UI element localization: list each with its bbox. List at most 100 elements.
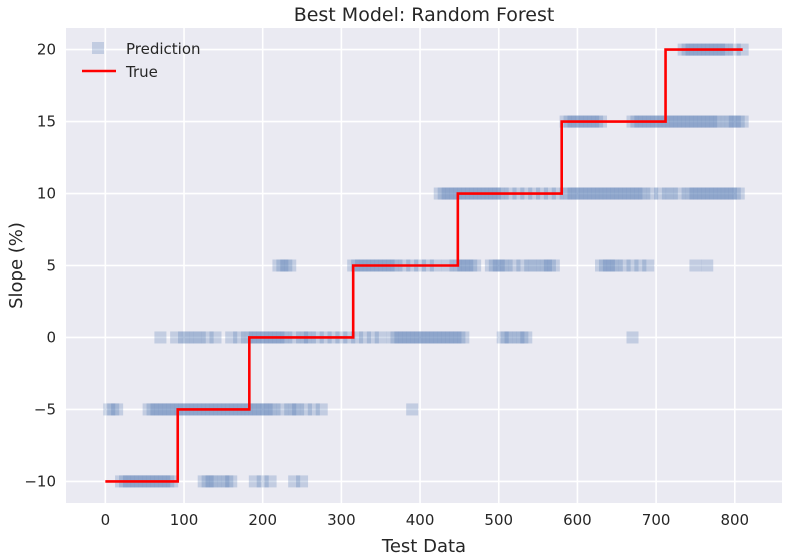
prediction-point xyxy=(264,475,277,488)
prediction-point xyxy=(414,331,427,344)
prediction-point xyxy=(496,331,509,344)
prediction-point xyxy=(445,187,458,200)
prediction-point xyxy=(689,259,702,272)
prediction-point xyxy=(595,187,608,200)
prediction-point xyxy=(433,331,446,344)
prediction-point xyxy=(248,475,261,488)
prediction-point xyxy=(410,331,423,344)
prediction-point xyxy=(543,259,556,272)
prediction-point xyxy=(575,187,588,200)
prediction-point xyxy=(225,331,238,344)
prediction-point xyxy=(567,187,580,200)
prediction-point xyxy=(189,331,202,344)
prediction-point xyxy=(598,187,611,200)
prediction-point xyxy=(602,187,615,200)
prediction-point xyxy=(665,187,678,200)
prediction-point xyxy=(547,259,560,272)
x-tick-label: 300 xyxy=(327,511,356,529)
prediction-point xyxy=(673,115,686,128)
prediction-point xyxy=(433,187,446,200)
x-axis-label: Test Data xyxy=(381,536,466,557)
prediction-point xyxy=(665,115,678,128)
prediction-point xyxy=(193,331,206,344)
prediction-point xyxy=(453,331,466,344)
prediction-point xyxy=(669,115,682,128)
prediction-point xyxy=(512,331,525,344)
prediction-point xyxy=(288,475,301,488)
prediction-point xyxy=(425,331,438,344)
x-tick-label: 800 xyxy=(720,511,749,529)
legend: Prediction True xyxy=(82,40,201,81)
prediction-point xyxy=(437,187,450,200)
prediction-point xyxy=(441,187,454,200)
prediction-point xyxy=(201,331,214,344)
legend-label-prediction: Prediction xyxy=(126,40,201,58)
prediction-point xyxy=(150,403,163,416)
prediction-point xyxy=(654,187,667,200)
prediction-point xyxy=(689,115,702,128)
prediction-point xyxy=(713,115,726,128)
prediction-point xyxy=(358,331,371,344)
y-tick-label: −5 xyxy=(34,400,56,418)
x-tick-label: 0 xyxy=(101,511,111,529)
prediction-point xyxy=(166,403,179,416)
prediction-point xyxy=(681,115,694,128)
prediction-point xyxy=(728,115,741,128)
prediction-point xyxy=(697,187,710,200)
prediction-point xyxy=(724,187,737,200)
y-tick-label: 5 xyxy=(46,257,56,275)
prediction-point xyxy=(421,331,434,344)
prediction-point xyxy=(256,475,269,488)
prediction-point xyxy=(634,259,647,272)
prediction-series xyxy=(103,43,749,488)
prediction-point xyxy=(587,187,600,200)
prediction-point xyxy=(520,331,533,344)
prediction-point xyxy=(209,331,222,344)
prediction-point xyxy=(626,259,639,272)
prediction-point xyxy=(374,331,387,344)
prediction-point xyxy=(536,259,549,272)
prediction-point xyxy=(154,331,167,344)
prediction-point xyxy=(276,259,289,272)
prediction-point xyxy=(264,403,277,416)
prediction-point xyxy=(209,475,222,488)
prediction-point xyxy=(445,331,458,344)
prediction-point xyxy=(461,259,474,272)
prediction-point xyxy=(595,259,608,272)
prediction-point xyxy=(516,331,529,344)
prediction-point xyxy=(673,187,686,200)
prediction-point xyxy=(630,187,643,200)
prediction-point xyxy=(225,475,238,488)
prediction-point xyxy=(736,115,749,128)
prediction-point xyxy=(469,259,482,272)
prediction-point xyxy=(598,259,611,272)
prediction-point xyxy=(579,187,592,200)
prediction-point xyxy=(701,187,714,200)
prediction-point xyxy=(457,259,470,272)
grid xyxy=(66,28,782,503)
prediction-point xyxy=(571,187,584,200)
y-tick-label: 10 xyxy=(37,185,56,203)
prediction-point xyxy=(500,331,513,344)
prediction-point xyxy=(618,187,631,200)
prediction-point xyxy=(677,115,690,128)
prediction-point xyxy=(142,403,155,416)
prediction-point xyxy=(248,403,261,416)
prediction-point xyxy=(437,331,450,344)
prediction-point xyxy=(614,187,627,200)
prediction-point xyxy=(591,187,604,200)
prediction-point xyxy=(583,187,596,200)
prediction-point xyxy=(618,259,631,272)
true-line xyxy=(105,48,743,483)
prediction-point xyxy=(453,259,466,272)
prediction-point xyxy=(296,475,309,488)
prediction-point xyxy=(162,403,175,416)
prediction-point xyxy=(685,115,698,128)
prediction-point xyxy=(315,403,328,416)
prediction-point xyxy=(244,403,257,416)
prediction-point xyxy=(705,115,718,128)
prediction-point xyxy=(705,187,718,200)
prediction-point xyxy=(406,331,419,344)
prediction-point xyxy=(610,259,623,272)
